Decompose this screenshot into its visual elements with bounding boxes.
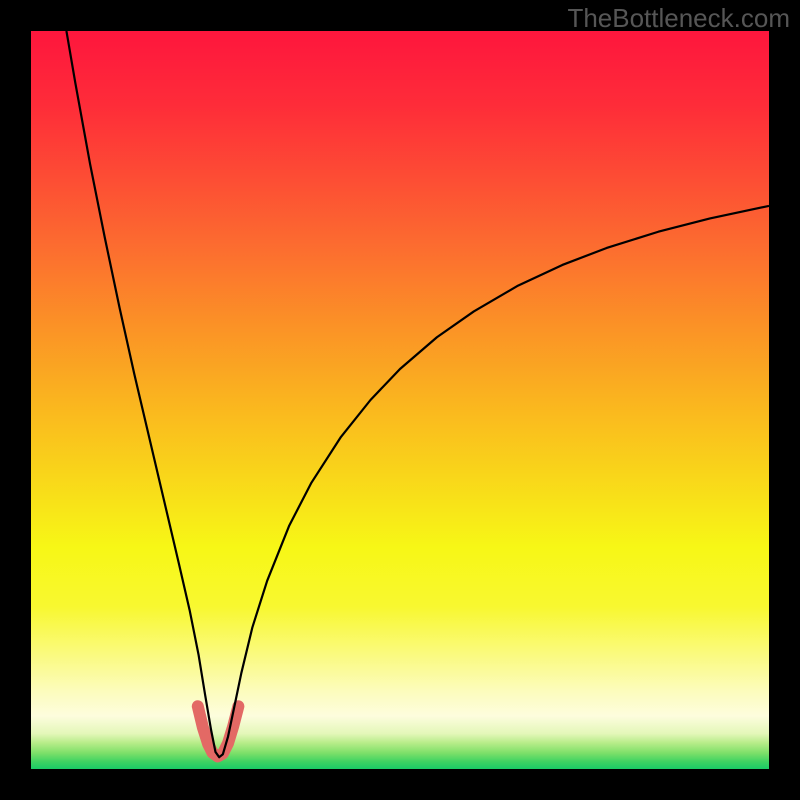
curve-overlay (31, 31, 769, 769)
plot-area (31, 31, 769, 769)
watermark-text: TheBottleneck.com (567, 3, 790, 34)
bottleneck-curve (66, 31, 769, 757)
